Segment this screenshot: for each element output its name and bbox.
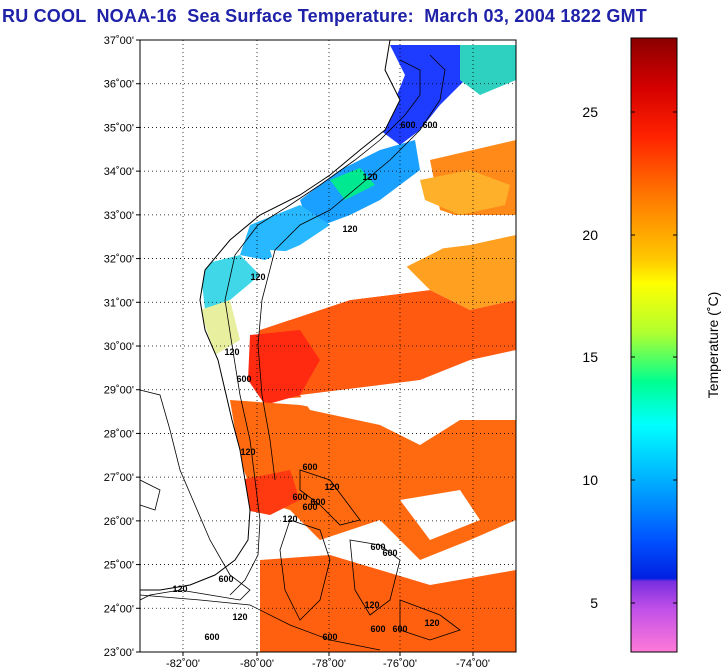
contour-label: 120 bbox=[342, 224, 357, 234]
colorbar-tick-label: 10 bbox=[582, 472, 598, 488]
latitude-label: 30˚00' bbox=[104, 341, 134, 353]
colorbar-tick-label: 20 bbox=[582, 227, 598, 243]
contour-label: 600 bbox=[292, 492, 307, 502]
contour-120 bbox=[224, 59, 421, 596]
contour-label: 120 bbox=[232, 612, 247, 622]
colorbar-tick-label: 15 bbox=[582, 349, 598, 365]
warm-water-core bbox=[250, 290, 516, 400]
latitude-label: 28˚00' bbox=[104, 428, 134, 440]
contour-label: 600 bbox=[236, 374, 251, 384]
contour-label: 600 bbox=[322, 632, 337, 642]
colorbar-tick-label: 25 bbox=[582, 104, 598, 120]
contour-600-south bbox=[139, 594, 381, 651]
latitude-label: 25˚00' bbox=[104, 560, 134, 572]
longitude-label: -80˚00' bbox=[240, 658, 274, 670]
contour-label: 600 bbox=[382, 548, 397, 558]
contour-label: 600 bbox=[302, 502, 317, 512]
latitude-label: 37˚00' bbox=[104, 35, 134, 47]
warm-water-mid bbox=[400, 225, 516, 310]
contour-label: 600 bbox=[204, 632, 219, 642]
latitude-label: 23˚00' bbox=[104, 647, 134, 659]
cold-water-north bbox=[380, 45, 470, 145]
contour-label: 120 bbox=[364, 600, 379, 610]
latitude-labels: 37˚00' 36˚00' 35˚00' 34˚00' 33˚00' 32˚00' 31˚0… bbox=[104, 35, 140, 659]
contour-label: 600 bbox=[400, 120, 415, 130]
bahamas-bank-north bbox=[299, 469, 361, 526]
cold-water-nearshore bbox=[200, 300, 240, 355]
contour-label: 120 bbox=[282, 514, 297, 524]
bahamas-bank-andros bbox=[279, 519, 331, 621]
latitude-label: 36˚00' bbox=[104, 79, 134, 91]
contour-label: 120 bbox=[250, 272, 265, 282]
contour-label: 120 bbox=[224, 347, 239, 357]
warm-water-bahamas bbox=[260, 555, 516, 652]
contour-label: 600 bbox=[370, 624, 385, 634]
sst-imagery bbox=[200, 45, 516, 652]
contour-label: 600 bbox=[392, 624, 407, 634]
contour-label: 120 bbox=[172, 584, 187, 594]
chart-title: RU COOL NOAA-16 Sea Surface Temperature:… bbox=[2, 6, 647, 26]
gulf-stream-red bbox=[248, 330, 320, 405]
cold-water-green-patch bbox=[330, 168, 375, 200]
longitude-labels: -82˚00' -80˚00' -78˚00' -76˚00' -74˚00' bbox=[166, 652, 490, 670]
contour-600 bbox=[257, 54, 446, 481]
longitude-label: -76˚00' bbox=[383, 658, 417, 670]
longitude-label: -78˚00' bbox=[312, 658, 346, 670]
florida-lake bbox=[139, 479, 161, 511]
longitude-label: -82˚00' bbox=[166, 658, 200, 670]
colorbar-tick-label: 5 bbox=[590, 595, 598, 611]
cold-water-coastal bbox=[200, 255, 260, 310]
florida-gulf-coast bbox=[139, 389, 251, 601]
latitude-label: 24˚00' bbox=[104, 603, 134, 615]
latitude-label: 31˚00' bbox=[104, 297, 134, 309]
contour-label: 600 bbox=[370, 542, 385, 552]
cold-water-georgia bbox=[240, 205, 330, 260]
latitude-label: 34˚00' bbox=[104, 166, 134, 178]
latitude-label: 29˚00' bbox=[104, 385, 134, 397]
contour-label: 120 bbox=[424, 618, 439, 628]
warm-water-band bbox=[420, 170, 510, 215]
longitude-label: -74˚00' bbox=[456, 658, 490, 670]
contour-label: 600 bbox=[310, 497, 325, 507]
contour-label: 600 bbox=[302, 462, 317, 472]
latitude-label: 26˚00' bbox=[104, 516, 134, 528]
colorbar-ticks: 25 20 15 10 5 bbox=[582, 104, 677, 611]
cold-water-shelf-break bbox=[460, 45, 516, 95]
contour-label: 600 bbox=[422, 120, 437, 130]
latitude-label: 35˚00' bbox=[104, 122, 134, 134]
colorbar-label: Temperature (˚C) bbox=[705, 292, 721, 399]
lat-lon-grid bbox=[140, 40, 516, 652]
contour-label: 120 bbox=[362, 172, 377, 182]
latitude-label: 32˚00' bbox=[104, 254, 134, 266]
latitude-label: 27˚00' bbox=[104, 472, 134, 484]
contour-label: 600 bbox=[218, 574, 233, 584]
colorbar bbox=[630, 37, 678, 653]
latitude-label: 33˚00' bbox=[104, 210, 134, 222]
contour-label: 120 bbox=[240, 447, 255, 457]
us-coastline bbox=[139, 39, 401, 591]
bahamas-bank-exuma bbox=[349, 539, 401, 616]
contour-label: 120 bbox=[324, 482, 339, 492]
